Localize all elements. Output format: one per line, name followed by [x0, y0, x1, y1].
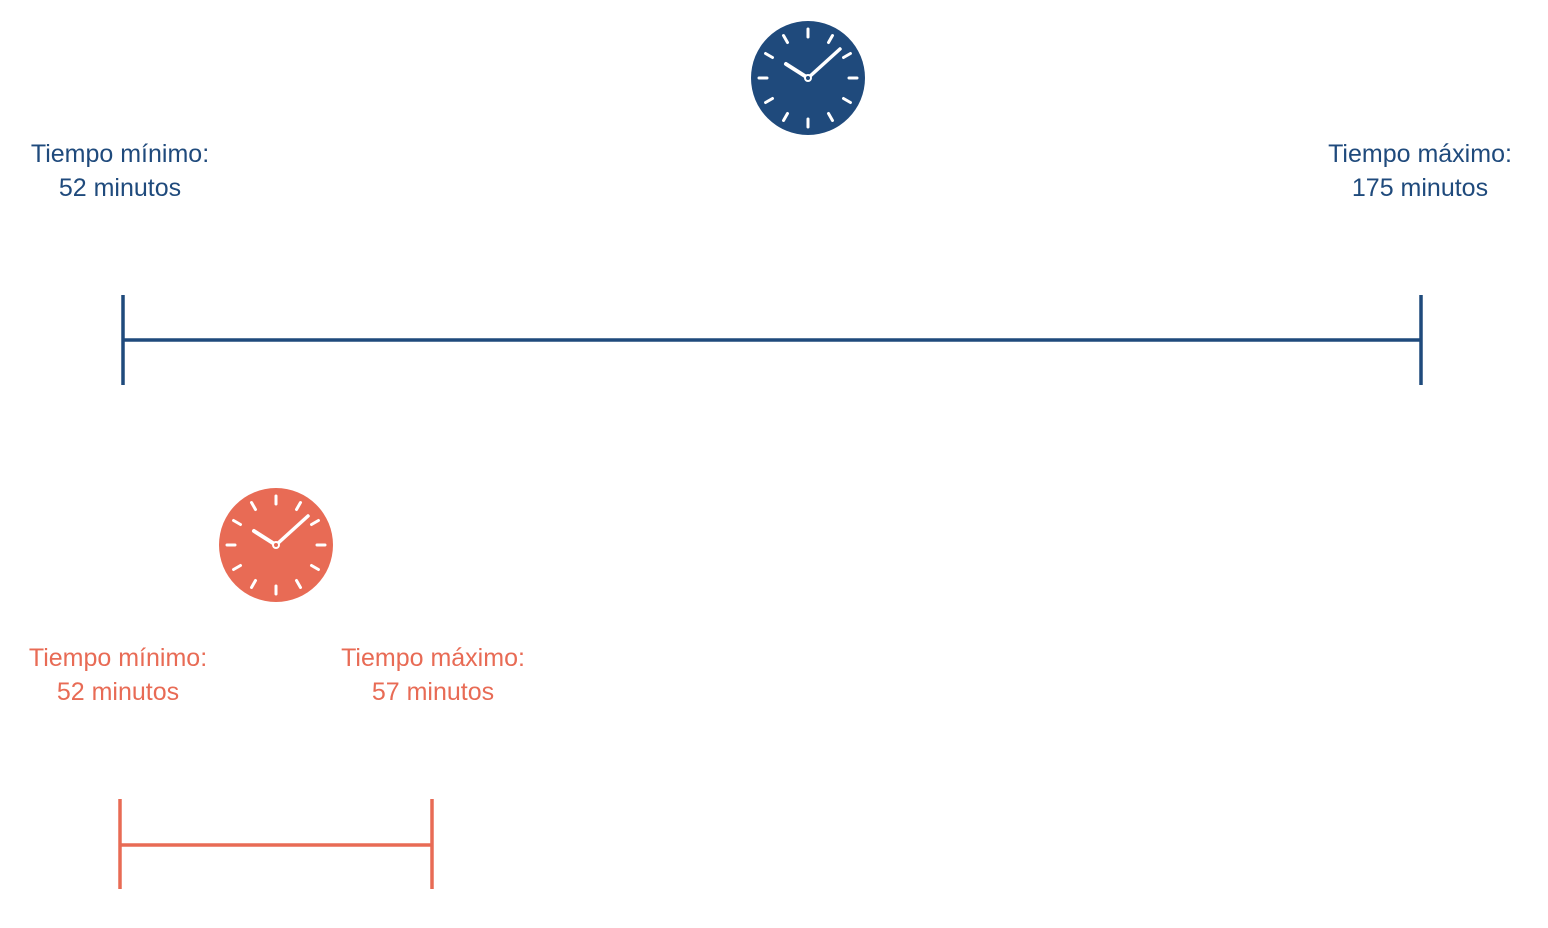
max-time-label-blue: Tiempo máximo: 175 minutos: [1328, 137, 1512, 205]
clock-tick: [842, 52, 852, 59]
clock-tick: [764, 97, 774, 104]
clock-tick: [295, 579, 302, 589]
range-bar-blue: [121, 295, 1423, 385]
clock-tick: [295, 501, 302, 511]
clock-icon: [751, 21, 865, 135]
max-time-caption: Tiempo máximo:: [1328, 140, 1512, 168]
clock-hub: [272, 541, 280, 549]
max-time-caption: Tiempo máximo:: [341, 644, 525, 672]
clock-tick: [764, 52, 774, 59]
clock-tick: [782, 34, 789, 44]
min-time-label-coral: Tiempo mínimo: 52 minutos: [29, 641, 207, 709]
max-time-label-coral: Tiempo máximo: 57 minutos: [341, 641, 525, 709]
range-bar-coral: [118, 799, 434, 889]
clock-tick: [250, 579, 257, 589]
clock-tick: [250, 501, 257, 511]
min-time-value: 52 minutos: [58, 174, 182, 202]
clock-minute-hand: [806, 47, 842, 80]
clock-hour-hand: [252, 529, 278, 547]
clock-hour-hand: [784, 62, 810, 80]
max-time-value: 175 minutos: [1351, 174, 1489, 202]
min-time-label-blue: Tiempo mínimo: 52 minutos: [31, 137, 209, 205]
clock-tick: [827, 112, 834, 122]
clock-tick: [232, 519, 242, 526]
min-time-caption: Tiempo mínimo:: [28, 644, 208, 672]
clock-minute-hand: [274, 514, 310, 547]
clock-tick: [827, 34, 834, 44]
clock-tick: [232, 564, 242, 571]
min-time-value: 52 minutos: [56, 678, 180, 706]
clock-tick: [310, 564, 320, 571]
clock-icon: [219, 488, 333, 602]
clock-tick: [842, 97, 852, 104]
max-time-value: 57 minutos: [371, 678, 495, 706]
clock-tick: [310, 519, 320, 526]
clock-tick: [782, 112, 789, 122]
clock-hub: [804, 74, 812, 82]
min-time-caption: Tiempo mínimo:: [30, 140, 210, 168]
